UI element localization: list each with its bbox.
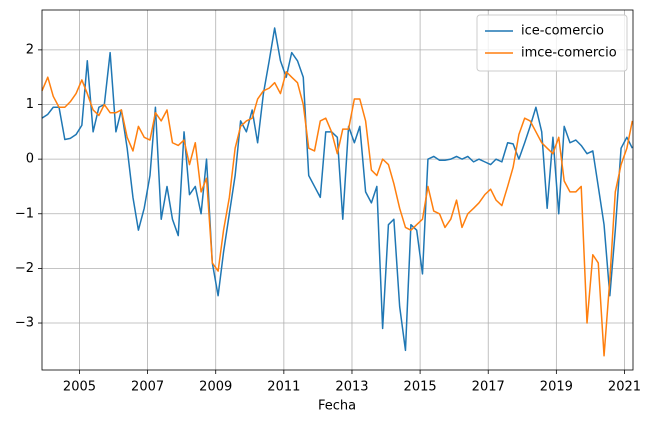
x-axis-label: Fecha	[318, 399, 356, 414]
x-tick-label: 2017	[472, 380, 505, 395]
y-tick-label: −1	[15, 206, 34, 221]
plot-frame	[41, 9, 634, 371]
legend-label: imce-comercio	[521, 46, 617, 61]
x-tick-label: 2013	[335, 380, 368, 395]
x-tick-label: 2021	[608, 380, 641, 395]
y-tick-label: −3	[15, 316, 34, 331]
legend: ice-comercio imce-comercio	[476, 14, 628, 72]
x-tick-label: 2019	[540, 380, 573, 395]
x-tick-label: 2005	[63, 380, 96, 395]
line-series	[41, 70, 634, 357]
legend-box	[476, 14, 628, 72]
x-tick-label: 2009	[199, 380, 232, 395]
y-tick-label: 2	[26, 42, 34, 57]
x-tick-label: 2007	[131, 380, 164, 395]
x-tick-label: 2011	[267, 380, 300, 395]
y-tick-label: 0	[26, 152, 34, 167]
y-tick-label: −2	[15, 261, 34, 276]
y-tick-label: 1	[26, 97, 34, 112]
x-tick-label: 2015	[404, 380, 437, 395]
legend-label: ice-comercio	[521, 24, 604, 39]
line-series	[41, 27, 633, 352]
